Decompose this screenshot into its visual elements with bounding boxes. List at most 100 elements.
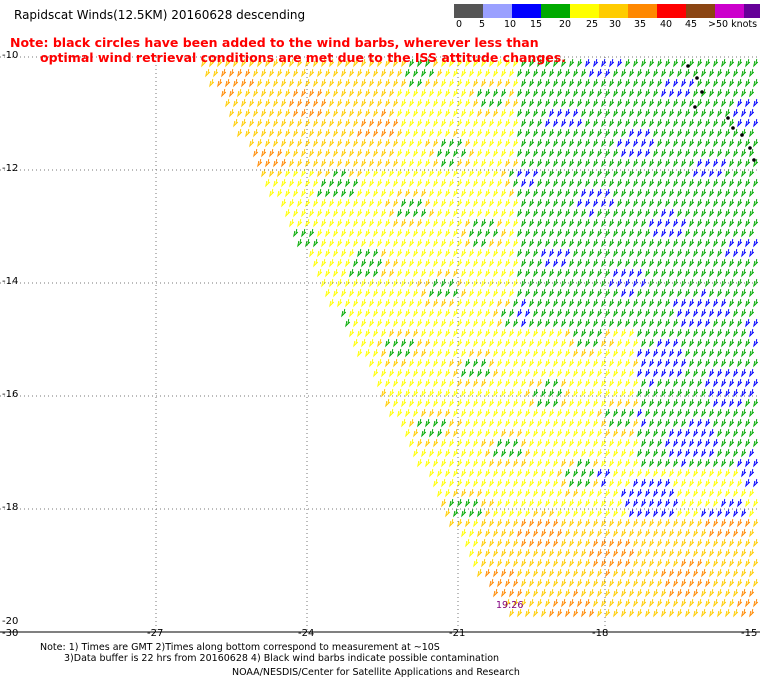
wind-barb xyxy=(689,558,695,568)
wind-barb xyxy=(725,108,731,118)
wind-barb xyxy=(561,598,567,608)
wind-barb xyxy=(481,538,487,548)
wind-barb xyxy=(701,608,707,618)
quality-flag-dot xyxy=(731,126,735,130)
wind-barb xyxy=(333,208,339,218)
wind-barb xyxy=(609,358,615,368)
wind-barb xyxy=(525,448,531,458)
wind-barb xyxy=(557,108,563,118)
wind-barb xyxy=(353,218,359,228)
wind-barb xyxy=(401,358,407,368)
wind-barb xyxy=(549,108,555,118)
wind-barb xyxy=(673,578,679,588)
wind-barb xyxy=(373,208,379,218)
wind-barb xyxy=(661,168,667,178)
wind-barb xyxy=(585,118,591,128)
wind-barb xyxy=(597,368,603,378)
wind-barb xyxy=(289,58,295,68)
wind-barb xyxy=(705,338,711,348)
wind-barb xyxy=(329,58,335,68)
wind-barb xyxy=(457,398,463,408)
wind-barb xyxy=(349,88,355,98)
wind-barb xyxy=(617,598,623,608)
wind-barb xyxy=(421,288,427,298)
wind-barb xyxy=(541,608,547,618)
wind-barb xyxy=(657,238,663,248)
wind-barb xyxy=(417,298,423,308)
wind-barb xyxy=(505,418,511,428)
wind-barb xyxy=(621,428,627,438)
wind-barb xyxy=(473,78,479,88)
wind-barb xyxy=(677,308,683,318)
wind-barb xyxy=(345,118,351,128)
wind-barb xyxy=(513,218,519,228)
wind-barb xyxy=(625,378,631,388)
scale-swatch-8 xyxy=(686,4,715,18)
wind-barb xyxy=(593,478,599,488)
wind-barb xyxy=(413,88,419,98)
wind-barb xyxy=(449,138,455,148)
wind-barb xyxy=(609,498,615,508)
wind-barb xyxy=(445,188,451,198)
wind-barb xyxy=(717,248,723,258)
wind-barb xyxy=(405,88,411,98)
wind-barb xyxy=(613,248,619,258)
wind-barb xyxy=(513,58,519,68)
wind-barb xyxy=(461,288,467,298)
wind-barb xyxy=(557,608,563,618)
wind-barb xyxy=(641,78,647,88)
wind-barb xyxy=(637,588,643,598)
wind-barb xyxy=(605,448,611,458)
wind-barb xyxy=(753,78,759,88)
wind-barb xyxy=(525,388,531,398)
wind-barb xyxy=(401,338,407,348)
wind-barb xyxy=(673,338,679,348)
wind-barb xyxy=(437,68,443,78)
wind-barb xyxy=(597,288,603,298)
wind-barb xyxy=(565,588,571,598)
wind-barb xyxy=(717,508,723,518)
wind-barb xyxy=(445,108,451,118)
wind-barb xyxy=(509,328,515,338)
wind-barb xyxy=(505,538,511,548)
wind-barb xyxy=(597,608,603,618)
wind-barb xyxy=(601,118,607,128)
wind-barb xyxy=(589,108,595,118)
wind-barb xyxy=(657,158,663,168)
wind-barb xyxy=(373,328,379,338)
wind-barb xyxy=(633,78,639,88)
wind-barb xyxy=(661,488,667,498)
wind-barb xyxy=(677,488,683,498)
wind-barb xyxy=(349,288,355,298)
wind-barb xyxy=(481,278,487,288)
wind-barb xyxy=(513,578,519,588)
wind-barb xyxy=(433,58,439,68)
wind-barb xyxy=(677,388,683,398)
wind-barb xyxy=(401,218,407,228)
wind-barb xyxy=(469,528,475,538)
wind-barb xyxy=(553,358,559,368)
wind-barb xyxy=(469,308,475,318)
wind-barb xyxy=(329,78,335,88)
wind-barb xyxy=(365,288,371,298)
wind-barb xyxy=(701,188,707,198)
wind-barb xyxy=(653,268,659,278)
wind-barb xyxy=(437,188,443,198)
wind-barb xyxy=(713,258,719,268)
wind-barb xyxy=(513,518,519,528)
wind-barb xyxy=(569,418,575,428)
wind-barb xyxy=(449,78,455,88)
wind-barb xyxy=(581,68,587,78)
wind-barb xyxy=(517,128,523,138)
wind-barb xyxy=(257,118,263,128)
scale-label-0: 0 xyxy=(456,19,463,30)
wind-barb xyxy=(505,158,511,168)
wind-barb xyxy=(741,188,747,198)
wind-barb xyxy=(429,128,435,138)
wind-barb xyxy=(385,278,391,288)
wind-barb xyxy=(481,498,487,508)
wind-barb xyxy=(749,108,755,118)
wind-barb xyxy=(457,478,463,488)
wind-barb xyxy=(649,398,655,408)
wind-barb xyxy=(725,588,731,598)
